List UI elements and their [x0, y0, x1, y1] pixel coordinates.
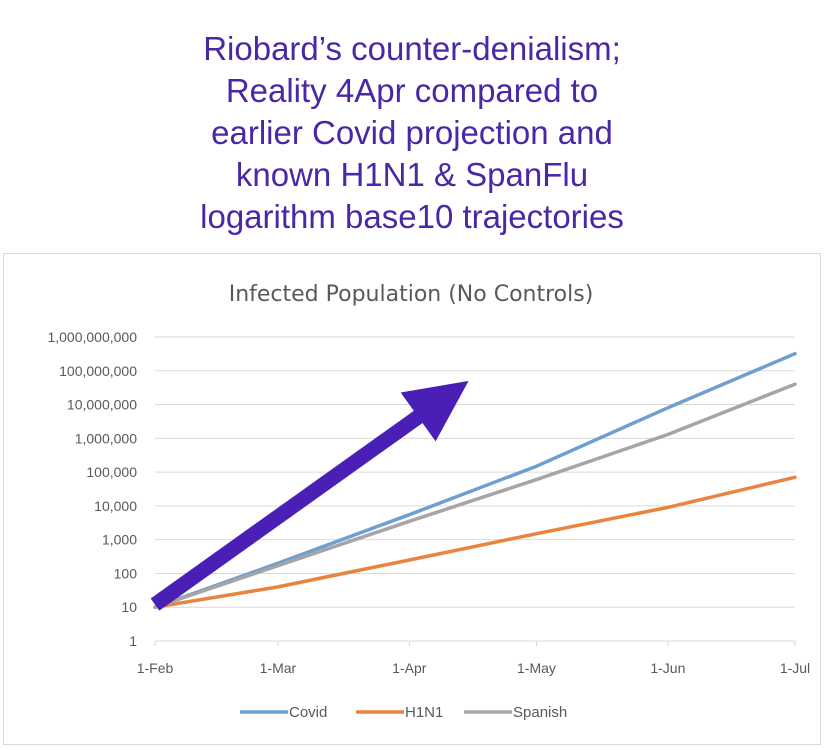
legend: Covid H1N1 Spanish	[240, 704, 567, 721]
x-tick-label: 1-Jul	[780, 660, 810, 676]
chart-frame	[3, 253, 821, 745]
x-tick-label: 1-Mar	[260, 660, 297, 676]
annotation-arrow-head	[400, 380, 469, 442]
legend-item-h1n1: H1N1	[356, 704, 443, 721]
x-tick-label: 1-Jun	[650, 660, 685, 676]
x-tick-label: 1-Apr	[392, 660, 427, 676]
series-line-covid	[153, 351, 797, 609]
headline-line-1: Riobard’s counter-denialism;	[203, 30, 621, 67]
axis-labels: 1 10 100 1,000 10,000 100,000 1,000,000 10,000,…	[47, 329, 810, 676]
legend-item-spanish: Spanish	[464, 704, 567, 721]
headline-line-3: earlier Covid projection and	[211, 114, 613, 151]
y-tick-label: 10,000	[94, 498, 137, 514]
y-tick-label: 1,000,000,000	[47, 329, 137, 345]
series-line-h1n1	[153, 475, 797, 609]
headline-line-4: known H1N1 & SpanFlu	[235, 156, 589, 193]
x-tick-label: 1-May	[517, 660, 556, 676]
y-tick-label: 1	[129, 633, 137, 649]
x-tick-label: 1-Feb	[137, 660, 174, 676]
grid-layer	[154, 336, 796, 646]
y-tick-label: 100,000,000	[59, 363, 137, 379]
annotation-arrow-shaft	[150, 408, 426, 611]
annotation-layer	[150, 380, 469, 611]
y-tick-label: 100	[114, 565, 138, 581]
y-tick-label: 1,000,000	[75, 430, 137, 446]
y-tick-label: 1,000	[102, 532, 137, 548]
legend-label: Covid	[289, 704, 327, 721]
series-layer	[153, 351, 797, 609]
headline: Riobard’s counter-denialism; Reality 4Ap…	[0, 28, 824, 238]
y-tick-label: 100,000	[86, 464, 137, 480]
series-line-spanish	[153, 382, 797, 609]
chart-title: Infected Population (No Controls)	[229, 282, 594, 307]
y-tick-label: 10	[121, 599, 137, 615]
legend-item-covid: Covid	[240, 704, 327, 721]
legend-label: Spanish	[513, 704, 567, 721]
legend-label: H1N1	[405, 704, 443, 721]
headline-line-2: Reality 4Apr compared to	[225, 72, 599, 109]
y-tick-label: 10,000,000	[67, 397, 137, 413]
headline-line-5: logarithm base10 trajectories	[200, 198, 624, 235]
